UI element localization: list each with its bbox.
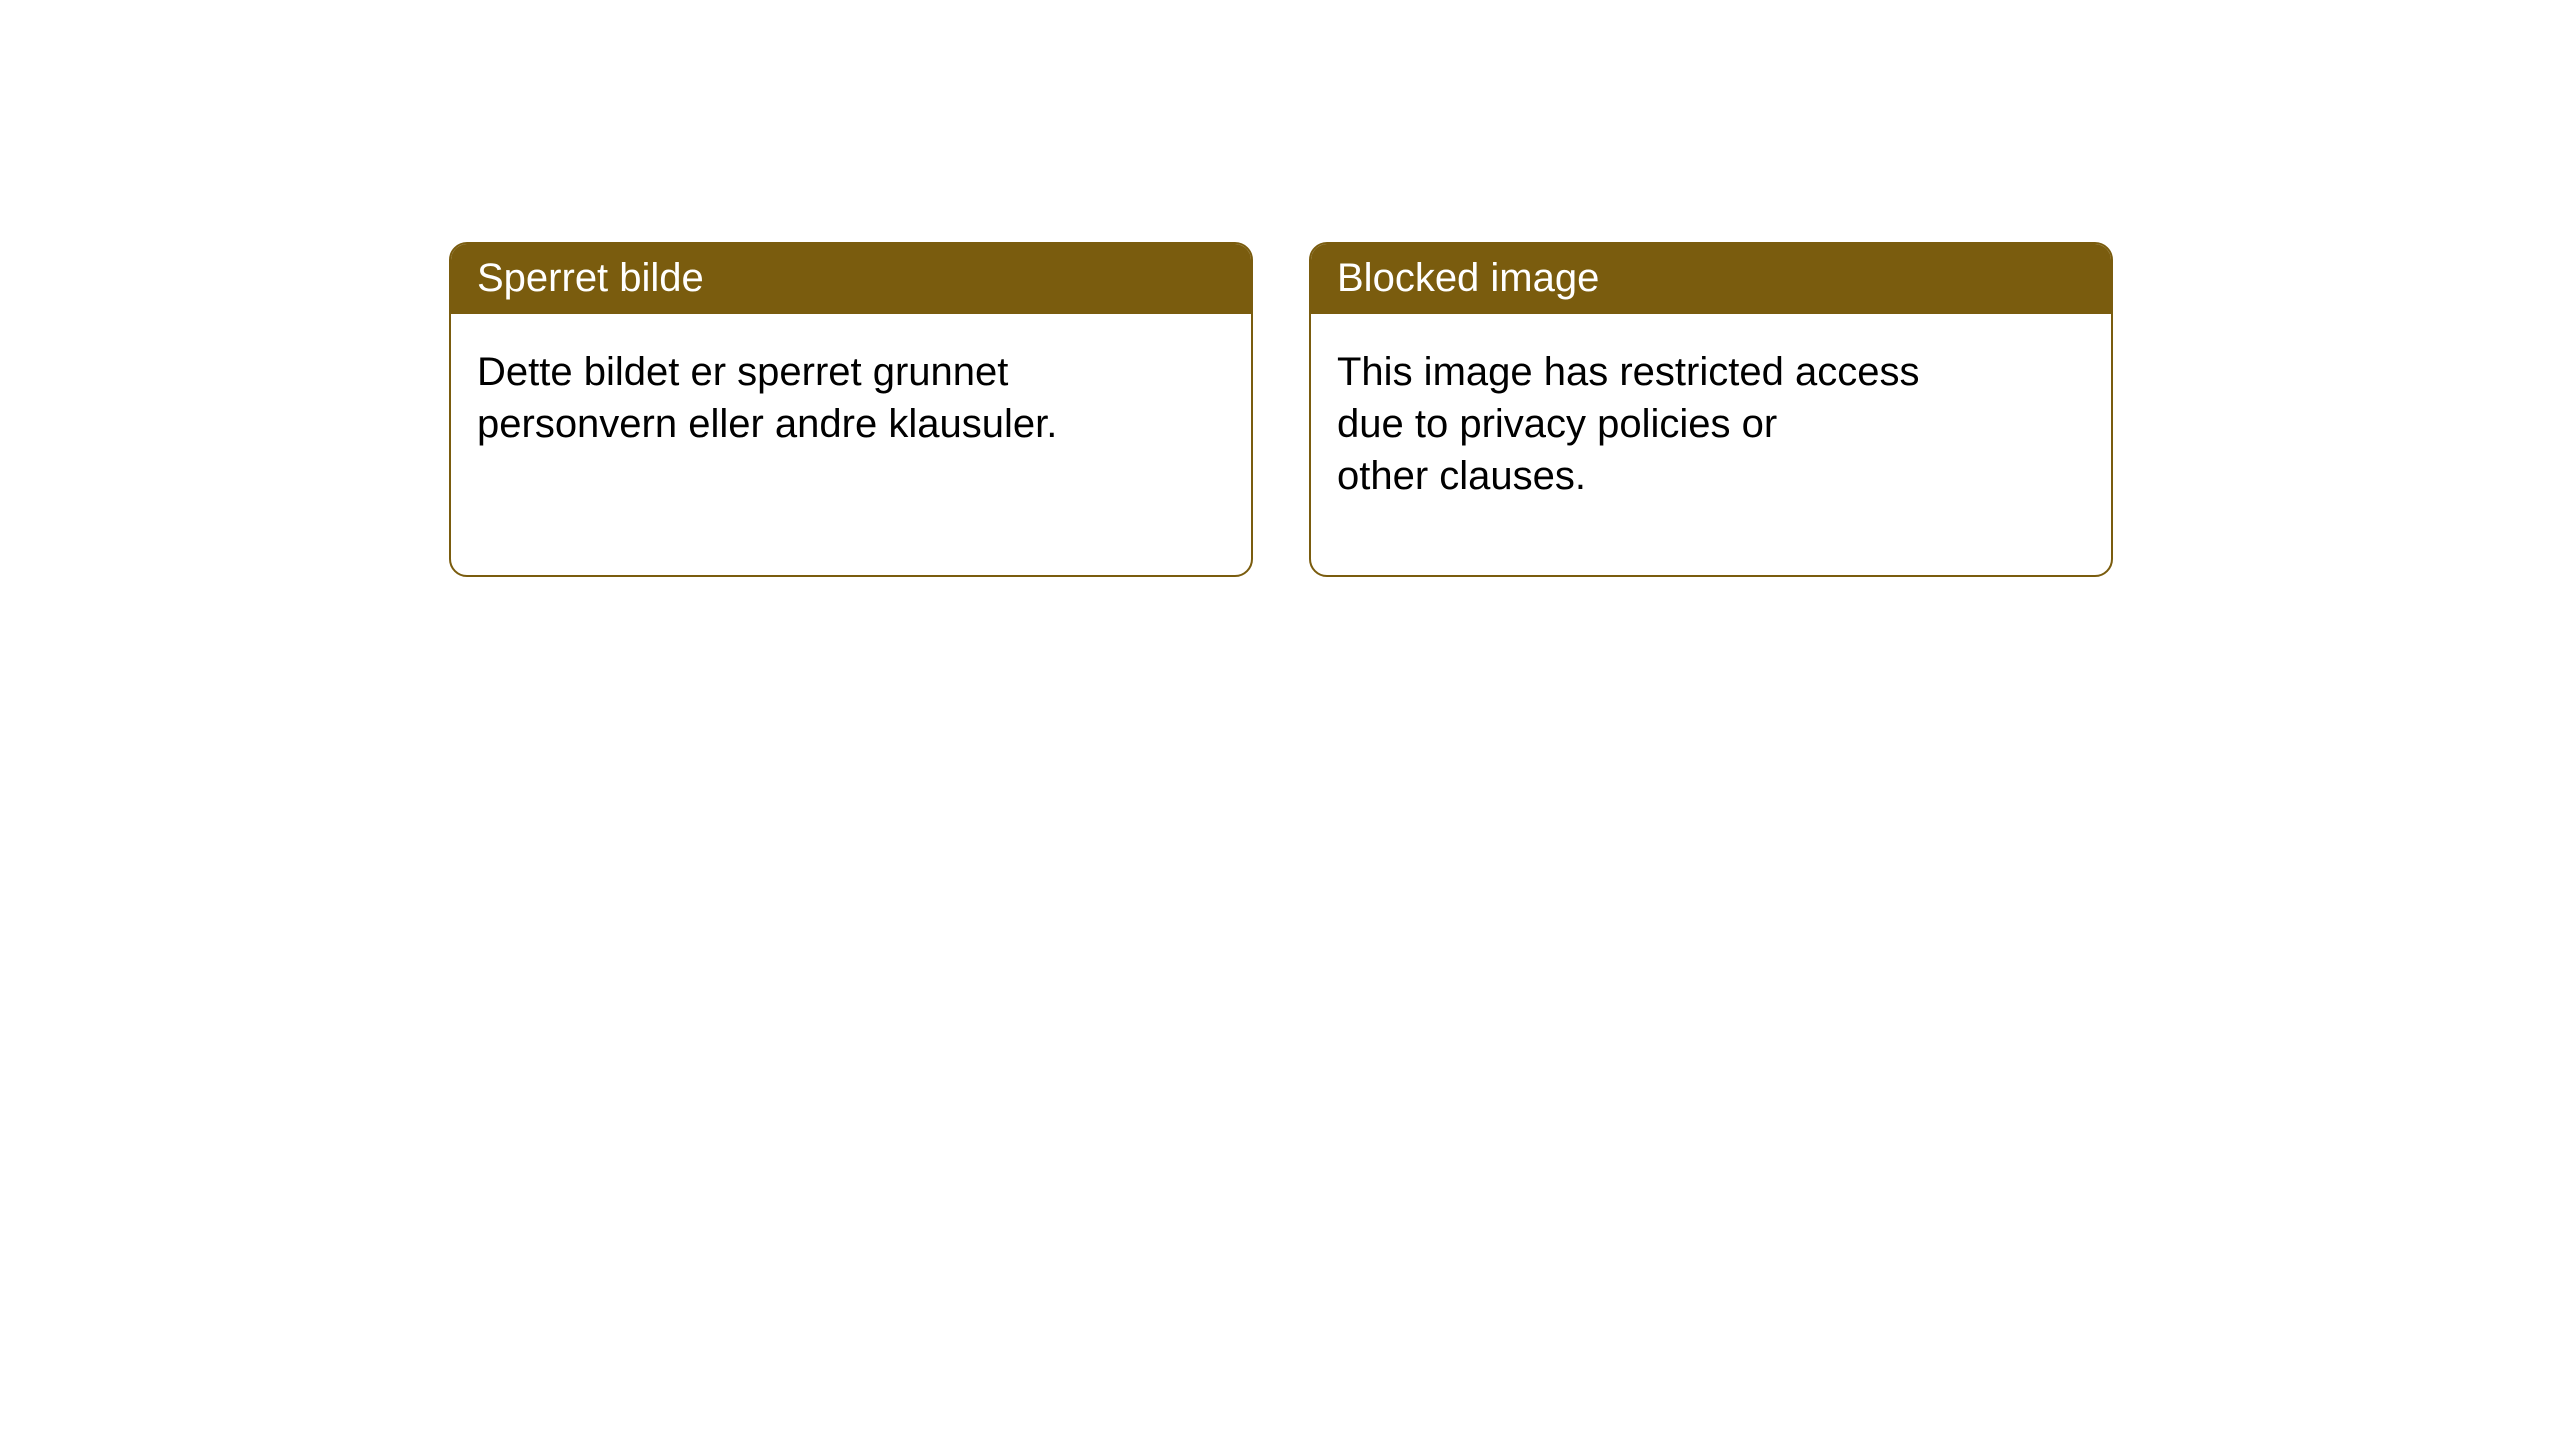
notice-container: Sperret bilde Dette bildet er sperret gr…	[0, 0, 2560, 577]
notice-card-english: Blocked image This image has restricted …	[1309, 242, 2113, 577]
notice-header: Sperret bilde	[451, 244, 1251, 314]
notice-header: Blocked image	[1311, 244, 2111, 314]
notice-card-norwegian: Sperret bilde Dette bildet er sperret gr…	[449, 242, 1253, 577]
notice-body: Dette bildet er sperret grunnet personve…	[451, 314, 1251, 482]
notice-body: This image has restricted access due to …	[1311, 314, 2111, 534]
